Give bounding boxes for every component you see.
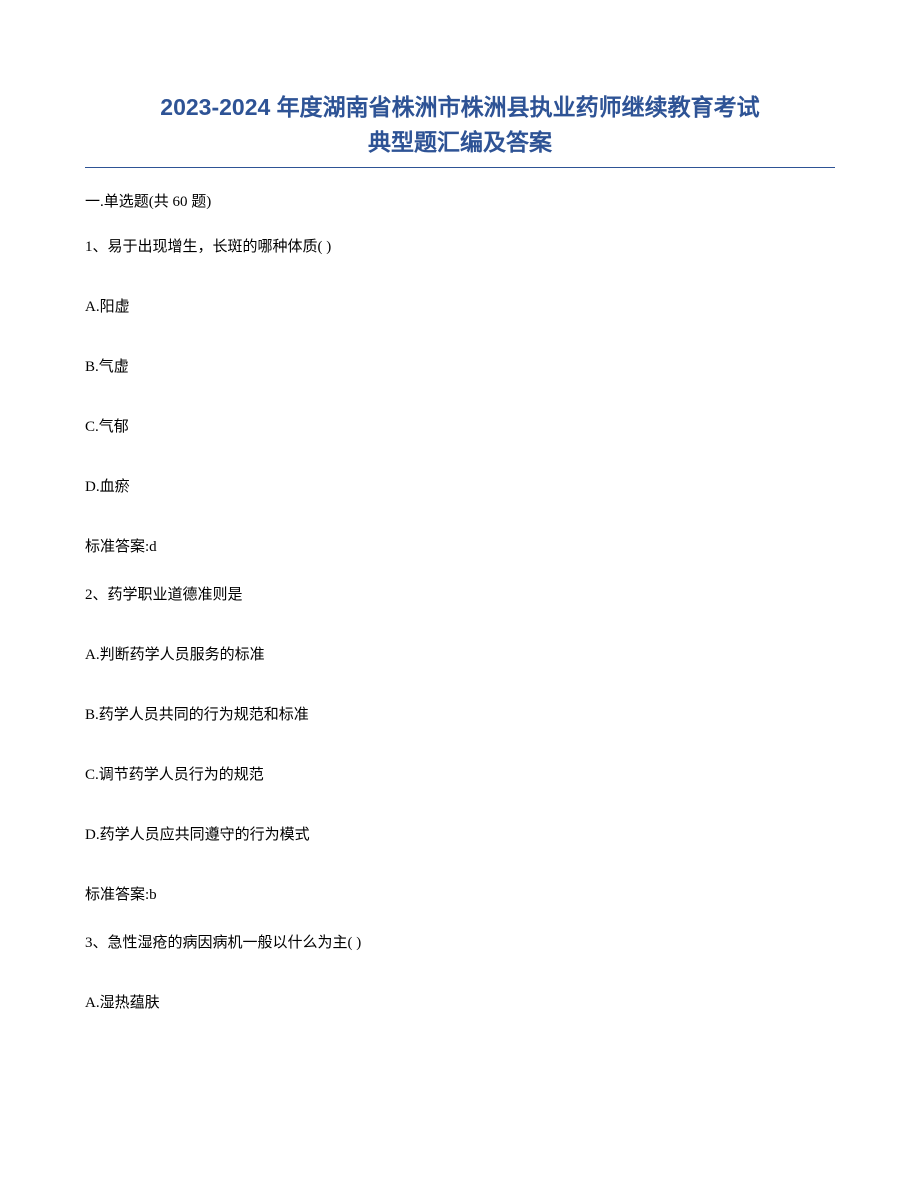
option-a: A.判断药学人员服务的标准	[85, 643, 835, 667]
answer-label: 标准答案:	[85, 539, 149, 555]
document-title: 2023-2024 年度湖南省株洲市株洲县执业药师继续教育考试 典型题汇编及答案	[85, 90, 835, 159]
question-3: 3、急性湿疮的病因病机一般以什么为主( ) A.湿热蕴肤	[85, 931, 835, 1015]
section-header: 一.单选题(共 60 题)	[85, 190, 835, 211]
option-d: D.血瘀	[85, 475, 835, 499]
option-a: A.阳虚	[85, 295, 835, 319]
answer: 标准答案:b	[85, 883, 835, 907]
title-divider	[85, 167, 835, 168]
question-stem: 易于出现增生，长斑的哪种体质( )	[108, 239, 332, 255]
option-b: B.药学人员共同的行为规范和标准	[85, 703, 835, 727]
answer-value: b	[149, 887, 157, 903]
answer: 标准答案:d	[85, 535, 835, 559]
option-d: D.药学人员应共同遵守的行为模式	[85, 823, 835, 847]
question-1: 1、易于出现增生，长斑的哪种体质( ) A.阳虚 B.气虚 C.气郁 D.血瘀 …	[85, 235, 835, 559]
question-number: 2、	[85, 587, 108, 603]
question-stem: 急性湿疮的病因病机一般以什么为主( )	[108, 935, 362, 951]
title-line-1: 2023-2024 年度湖南省株洲市株洲县执业药师继续教育考试	[160, 94, 759, 120]
question-number: 3、	[85, 935, 108, 951]
answer-label: 标准答案:	[85, 887, 149, 903]
title-line-2: 典型题汇编及答案	[368, 129, 552, 155]
question-text: 1、易于出现增生，长斑的哪种体质( )	[85, 235, 835, 259]
option-b: B.气虚	[85, 355, 835, 379]
option-c: C.气郁	[85, 415, 835, 439]
question-stem: 药学职业道德准则是	[108, 587, 243, 603]
question-2: 2、药学职业道德准则是 A.判断药学人员服务的标准 B.药学人员共同的行为规范和…	[85, 583, 835, 907]
option-c: C.调节药学人员行为的规范	[85, 763, 835, 787]
option-a: A.湿热蕴肤	[85, 991, 835, 1015]
answer-value: d	[149, 539, 157, 555]
question-text: 3、急性湿疮的病因病机一般以什么为主( )	[85, 931, 835, 955]
question-number: 1、	[85, 239, 108, 255]
question-text: 2、药学职业道德准则是	[85, 583, 835, 607]
